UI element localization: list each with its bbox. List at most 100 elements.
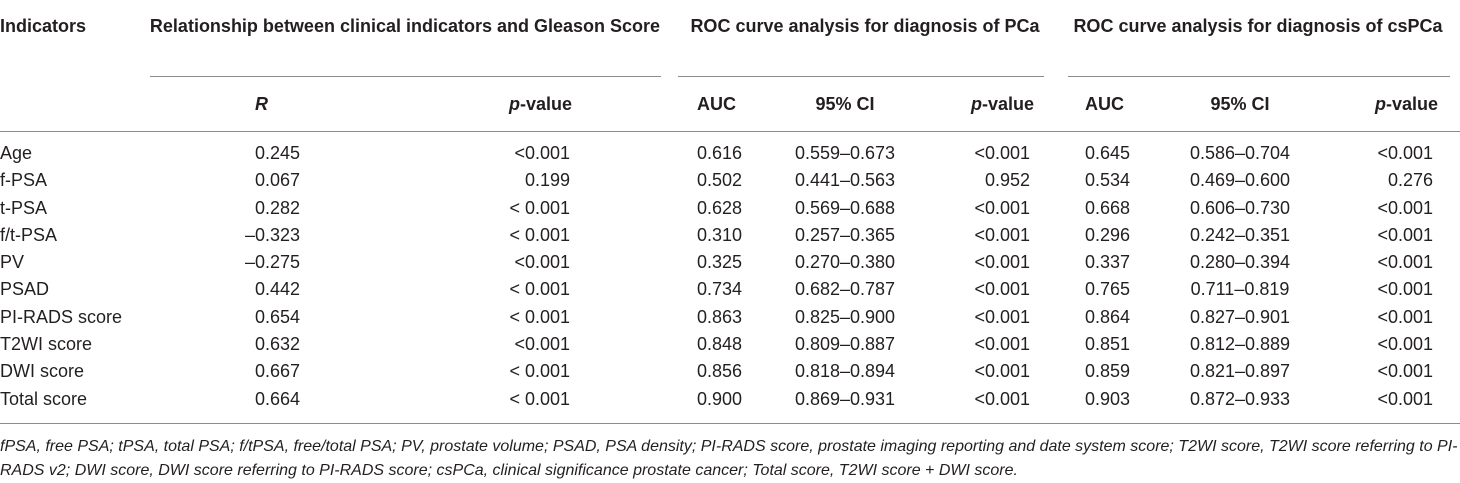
row-ci-cspca: 0.606–0.730 xyxy=(1189,198,1291,218)
row-r: –0.323 xyxy=(244,225,300,245)
header-group-roc-pca: ROC curve analysis for diagnosis of PCa xyxy=(690,16,1040,36)
subheader-auc-1: AUC xyxy=(697,94,736,114)
row-auc-pca: 0.325 xyxy=(697,252,743,272)
row-auc-cspca: 0.337 xyxy=(1085,252,1131,272)
row-r: 0.067 xyxy=(254,170,300,190)
row-ci-cspca: 0.812–0.889 xyxy=(1189,334,1291,354)
row-indicator: PV xyxy=(0,252,25,272)
row-p-cspca: <0.001 xyxy=(1377,334,1433,354)
row-r: 0.664 xyxy=(254,389,300,409)
row-auc-pca: 0.502 xyxy=(697,170,743,190)
row-r: 0.245 xyxy=(254,143,300,163)
row-ci-cspca: 0.586–0.704 xyxy=(1189,143,1291,163)
row-p-cspca: <0.001 xyxy=(1377,225,1433,245)
row-r: 0.667 xyxy=(254,361,300,381)
header-bottom-rule xyxy=(0,131,1460,132)
row-auc-pca: 0.900 xyxy=(697,389,743,409)
row-auc-cspca: 0.534 xyxy=(1085,170,1131,190)
row-p-gleason: < 0.001 xyxy=(509,361,570,381)
group-rule-roc-pca xyxy=(678,76,1044,77)
table-footnote: fPSA, free PSA; tPSA, total PSA; f/tPSA,… xyxy=(0,438,1458,479)
subheader-pvalue-2: p-value xyxy=(970,94,1034,114)
row-ci-pca: 0.270–0.380 xyxy=(794,252,896,272)
row-p-gleason: < 0.001 xyxy=(509,279,570,299)
row-p-gleason: < 0.001 xyxy=(509,225,570,245)
row-p-pca: <0.001 xyxy=(974,143,1030,163)
row-auc-cspca: 0.864 xyxy=(1085,307,1131,327)
row-ci-pca: 0.569–0.688 xyxy=(794,198,896,218)
row-auc-pca: 0.734 xyxy=(697,279,743,299)
row-indicator: PSAD xyxy=(0,279,50,299)
row-ci-pca: 0.257–0.365 xyxy=(794,225,896,245)
row-ci-cspca: 0.827–0.901 xyxy=(1189,307,1291,327)
row-auc-pca: 0.310 xyxy=(697,225,743,245)
row-p-cspca: <0.001 xyxy=(1377,361,1433,381)
row-auc-pca: 0.616 xyxy=(697,143,743,163)
row-ci-pca: 0.809–0.887 xyxy=(794,334,896,354)
row-auc-cspca: 0.859 xyxy=(1085,361,1131,381)
row-p-cspca: <0.001 xyxy=(1377,198,1433,218)
row-p-pca: <0.001 xyxy=(974,389,1030,409)
row-ci-cspca: 0.242–0.351 xyxy=(1189,225,1291,245)
row-auc-pca: 0.856 xyxy=(697,361,743,381)
row-indicator: Total score xyxy=(0,389,88,409)
row-p-gleason: 0.199 xyxy=(524,170,570,190)
row-ci-cspca: 0.280–0.394 xyxy=(1189,252,1291,272)
row-auc-cspca: 0.765 xyxy=(1085,279,1131,299)
row-p-pca: <0.001 xyxy=(974,198,1030,218)
row-p-gleason: <0.001 xyxy=(514,252,570,272)
group-rule-roc-cspca xyxy=(1068,76,1450,77)
row-ci-cspca: 0.821–0.897 xyxy=(1189,361,1291,381)
subheader-pvalue-3: p-value xyxy=(1374,94,1438,114)
row-auc-cspca: 0.296 xyxy=(1085,225,1131,245)
row-p-pca: <0.001 xyxy=(974,334,1030,354)
row-p-cspca: <0.001 xyxy=(1377,279,1433,299)
row-auc-cspca: 0.903 xyxy=(1085,389,1131,409)
row-p-pca: <0.001 xyxy=(974,252,1030,272)
group-rule-gleason xyxy=(150,76,661,77)
row-indicator: Age xyxy=(0,143,33,163)
subheader-r: R xyxy=(255,94,268,114)
row-p-pca: <0.001 xyxy=(974,279,1030,299)
row-auc-pca: 0.863 xyxy=(697,307,743,327)
row-p-pca: <0.001 xyxy=(974,361,1030,381)
row-p-gleason: <0.001 xyxy=(514,334,570,354)
row-p-cspca: <0.001 xyxy=(1377,307,1433,327)
row-auc-pca: 0.848 xyxy=(697,334,743,354)
row-auc-cspca: 0.668 xyxy=(1085,198,1131,218)
row-ci-cspca: 0.711–0.819 xyxy=(1190,279,1290,299)
row-indicator: T2WI score xyxy=(0,334,93,354)
header-group-gleason: Relationship between clinical indicators… xyxy=(149,16,661,36)
row-p-pca: <0.001 xyxy=(974,307,1030,327)
row-p-gleason: < 0.001 xyxy=(509,198,570,218)
row-p-gleason: < 0.001 xyxy=(509,307,570,327)
row-ci-pca: 0.818–0.894 xyxy=(794,361,896,381)
row-p-gleason: <0.001 xyxy=(514,143,570,163)
subheader-pvalue-1: p-value xyxy=(508,94,572,114)
row-ci-pca: 0.682–0.787 xyxy=(794,279,896,299)
row-r: 0.282 xyxy=(254,198,300,218)
row-p-pca: 0.952 xyxy=(984,170,1030,190)
row-r: 0.442 xyxy=(254,279,300,299)
row-r: 0.632 xyxy=(254,334,300,354)
row-p-cspca: <0.001 xyxy=(1377,389,1433,409)
row-r: –0.275 xyxy=(244,252,300,272)
row-indicator: t-PSA xyxy=(0,198,48,218)
row-indicator: f-PSA xyxy=(0,170,48,190)
row-ci-pca: 0.559–0.673 xyxy=(794,143,896,163)
row-ci-cspca: 0.872–0.933 xyxy=(1189,389,1291,409)
row-r: 0.654 xyxy=(254,307,300,327)
row-ci-pca: 0.441–0.563 xyxy=(794,170,896,190)
row-auc-pca: 0.628 xyxy=(697,198,743,218)
row-indicator: DWI score xyxy=(0,361,85,381)
subheader-ci-2: 95% CI xyxy=(1210,94,1270,114)
subheader-auc-2: AUC xyxy=(1085,94,1124,114)
row-ci-cspca: 0.469–0.600 xyxy=(1189,170,1291,190)
table-bottom-rule xyxy=(0,423,1460,424)
subheader-ci-1: 95% CI xyxy=(815,94,875,114)
row-indicator: PI-RADS score xyxy=(0,307,123,327)
row-auc-cspca: 0.851 xyxy=(1085,334,1131,354)
row-p-cspca: 0.276 xyxy=(1387,170,1433,190)
row-p-cspca: <0.001 xyxy=(1377,252,1433,272)
